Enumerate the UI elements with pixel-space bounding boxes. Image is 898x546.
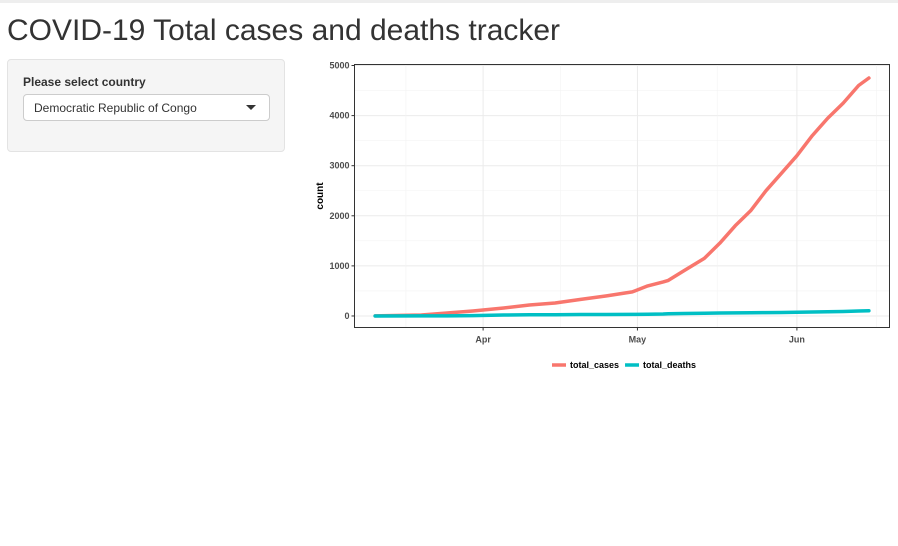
cases-deaths-plot: 0 1000 2000 3000 4000 5000 Apr May Jun count to… xyxy=(315,61,890,370)
y-tick-label: 4000 xyxy=(329,111,349,121)
plot-grid xyxy=(354,64,890,328)
country-select[interactable]: Democratic Republic of Congo xyxy=(23,94,270,121)
x-axis-ticks: Apr May Jun xyxy=(475,327,805,345)
x-tick-label: Jun xyxy=(789,335,805,345)
plot-series xyxy=(373,76,871,318)
legend-label-total-cases: total_cases xyxy=(570,360,619,370)
country-select-label: Please select country xyxy=(23,75,146,89)
y-tick-label: 2000 xyxy=(329,211,349,221)
page-title: COVID-19 Total cases and deaths tracker xyxy=(7,14,561,47)
y-tick-label: 1000 xyxy=(329,261,349,271)
browser-top-strip xyxy=(0,0,898,3)
legend-label-total-deaths: total_deaths xyxy=(643,360,696,370)
plot-panel-border xyxy=(354,64,890,328)
x-tick-label: May xyxy=(629,335,647,345)
series-line-total-deaths xyxy=(373,308,871,318)
y-axis-label: count xyxy=(315,182,326,210)
country-select-value: Democratic Republic of Congo xyxy=(34,101,197,115)
x-tick-label: Apr xyxy=(475,335,491,345)
series-line-total-cases xyxy=(373,76,871,318)
chart-legend: total_cases total_deaths xyxy=(552,360,696,370)
chevron-down-icon[interactable] xyxy=(246,105,256,110)
y-tick-label: 5000 xyxy=(329,61,349,71)
y-tick-label: 3000 xyxy=(329,161,349,171)
y-tick-label: 0 xyxy=(344,311,349,321)
y-axis-ticks: 0 1000 2000 3000 4000 5000 xyxy=(329,61,355,321)
sidebar-panel: Please select country Democratic Republi… xyxy=(7,59,285,152)
